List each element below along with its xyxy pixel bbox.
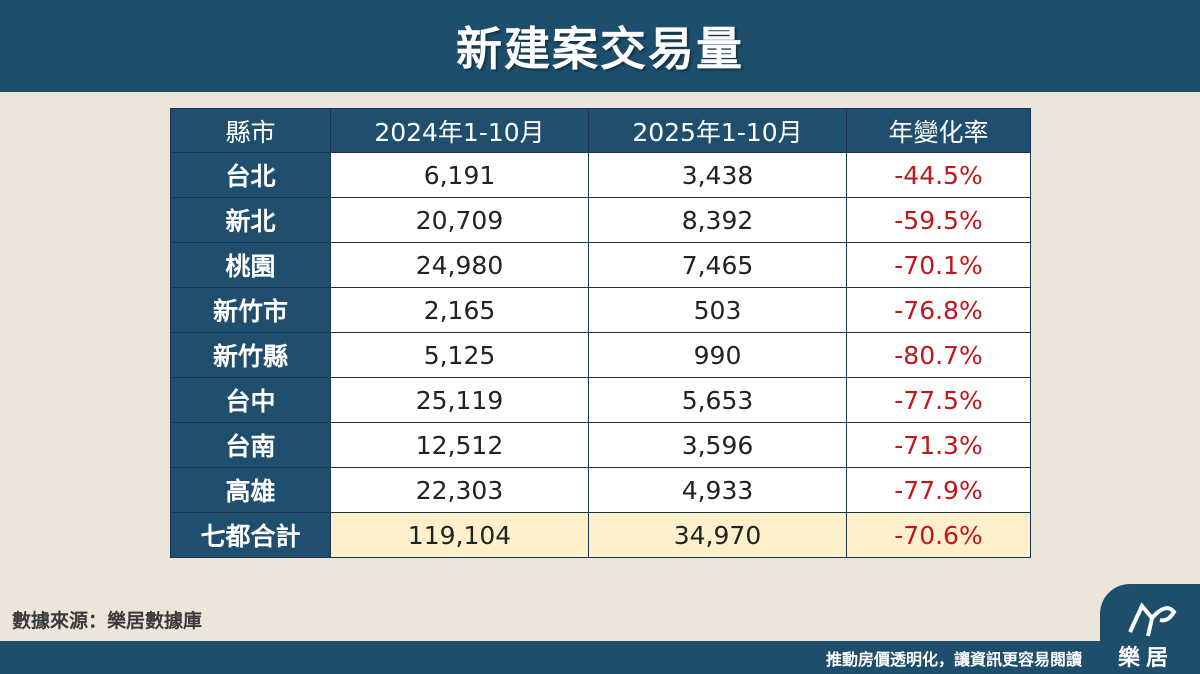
- table-cell: 5,653: [588, 377, 847, 423]
- table-cell: 新竹縣: [170, 332, 331, 378]
- table-body: 台北 6,191 3,438 -44.5% 新北 20,709 8,392 -59.5% 桃園 2…: [170, 152, 1031, 558]
- table-cell: 4,933: [588, 467, 847, 513]
- table-cell: 台中: [170, 377, 331, 423]
- table-cell: 990: [588, 332, 847, 378]
- table-row: 台南 12,512 3,596 -71.3%: [170, 422, 1031, 468]
- total-row: 七都合計 119,104 34,970 -70.6%: [170, 512, 1031, 558]
- title: 新建案交易量: [456, 22, 744, 76]
- table-cell: -80.7%: [846, 332, 1031, 378]
- table-cell: 高雄: [170, 467, 331, 513]
- table-cell: 5,125: [330, 332, 589, 378]
- table-row: 新北 20,709 8,392 -59.5%: [170, 197, 1031, 243]
- source-note: 數據來源：樂居數據庫: [12, 610, 203, 632]
- table-cell: -76.8%: [846, 287, 1031, 333]
- table-cell: 七都合計: [170, 512, 331, 558]
- logo-icon: [1128, 602, 1177, 637]
- table-cell: 8,392: [588, 197, 847, 243]
- column-header: 2024年1-10月: [330, 108, 589, 153]
- logo-text: 樂居: [1118, 646, 1175, 671]
- column-header: 2025年1-10月: [588, 108, 847, 153]
- table-cell: 新竹市: [170, 287, 331, 333]
- table: 縣市 2024年1-10月 2025年1-10月 年變化率 台北 6,191 3,438-…: [170, 108, 1031, 558]
- table-cell: -70.6%: [846, 512, 1031, 558]
- table-cell: -44.5%: [846, 152, 1031, 198]
- banner: 新建案交易量: [0, 0, 1200, 92]
- table-cell: -77.5%: [846, 377, 1031, 423]
- footer-bar: [0, 641, 1200, 674]
- table-cell: 6,191: [330, 152, 589, 198]
- table-cell: 119,104: [330, 512, 589, 558]
- column-header: 年變化率: [846, 108, 1031, 153]
- table-cell: 3,438: [588, 152, 847, 198]
- logo-shape: [1100, 584, 1200, 674]
- table-cell: 22,303: [330, 467, 589, 513]
- table-cell: 7,465: [588, 242, 847, 288]
- table-cell: -70.1%: [846, 242, 1031, 288]
- table-cell: 503: [588, 287, 847, 333]
- table-cell: 25,119: [330, 377, 589, 423]
- table-cell: 台北: [170, 152, 331, 198]
- table-cell: 台南: [170, 422, 331, 468]
- table-cell: 20,709: [330, 197, 589, 243]
- table-cell: 新北: [170, 197, 331, 243]
- table-row: 台中 25,119 5,653 -77.5%: [170, 377, 1031, 423]
- tagline: 推動房價透明化，讓資訊更容易閱讀: [825, 650, 1082, 669]
- table-row: 桃園 24,980 7,465 -70.1%: [170, 242, 1031, 288]
- table-row: 台北 6,191 3,438 -44.5%: [170, 152, 1031, 198]
- table-cell: 24,980: [330, 242, 589, 288]
- table-cell: -77.9%: [846, 467, 1031, 513]
- table-cell: -71.3%: [846, 422, 1031, 468]
- table-cell: 3,596: [588, 422, 847, 468]
- table-row: 新竹市 2,165 503 -76.8%: [170, 287, 1031, 333]
- table-row: 新竹縣 5,125 990 -80.7%: [170, 332, 1031, 378]
- column-header: 縣市: [170, 108, 331, 153]
- table-cell: -59.5%: [846, 197, 1031, 243]
- header-row: 縣市 2024年1-10月 2025年1-10月 年變化率: [170, 108, 1031, 153]
- table-cell: 2,165: [330, 287, 589, 333]
- table-cell: 桃園: [170, 242, 331, 288]
- table-row: 高雄 22,303 4,933 -77.9%: [170, 467, 1031, 513]
- table-cell: 34,970: [588, 512, 847, 558]
- table-cell: 12,512: [330, 422, 589, 468]
